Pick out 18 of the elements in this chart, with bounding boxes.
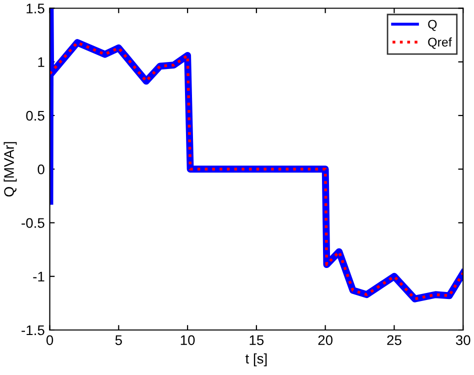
x-tick-label: 5 xyxy=(115,335,122,346)
y-tick-label: 1.5 xyxy=(26,4,44,14)
x-tick-label: 10 xyxy=(180,335,195,346)
y-tick-label: 1 xyxy=(38,57,44,67)
x-tick-label: 25 xyxy=(387,335,402,346)
x-tick-label: 30 xyxy=(456,335,470,346)
y-axis-title: Q [MVAr] xyxy=(4,142,17,197)
x-tick-label: 0 xyxy=(46,335,54,346)
x-axis-title: t [s] xyxy=(245,353,267,366)
y-tick-label: -1 xyxy=(33,272,44,282)
x-tick-label: 20 xyxy=(318,335,333,346)
y-tick-label: 0.5 xyxy=(26,110,44,121)
y-tick-label: 0 xyxy=(38,164,44,174)
y-tick-label: -0.5 xyxy=(22,218,44,228)
x-tick-label: 15 xyxy=(250,335,264,346)
y-tick-label: -1.5 xyxy=(22,325,44,336)
legend-label: Qref xyxy=(428,37,452,49)
legend-label: Q xyxy=(428,20,437,31)
